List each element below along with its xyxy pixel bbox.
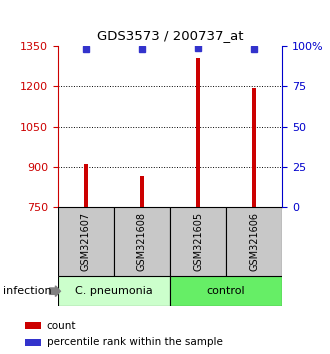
Bar	[25, 339, 41, 346]
Text: count: count	[47, 321, 76, 331]
Bar	[83, 164, 88, 207]
Text: GSM321606: GSM321606	[249, 212, 259, 271]
Bar	[58, 207, 114, 276]
Bar	[170, 207, 226, 276]
Text: infection: infection	[3, 286, 52, 296]
Bar	[58, 276, 170, 306]
Bar	[252, 88, 256, 207]
Text: C. pneumonia: C. pneumonia	[75, 286, 153, 296]
Title: GDS3573 / 200737_at: GDS3573 / 200737_at	[97, 29, 243, 42]
Bar	[170, 276, 282, 306]
Text: GSM321607: GSM321607	[81, 212, 91, 271]
Bar	[114, 207, 170, 276]
Text: control: control	[207, 286, 246, 296]
Text: percentile rank within the sample: percentile rank within the sample	[47, 337, 222, 347]
Text: GSM321605: GSM321605	[193, 212, 203, 271]
Bar	[196, 58, 200, 207]
Bar	[25, 322, 41, 329]
Text: GSM321608: GSM321608	[137, 212, 147, 271]
Bar	[226, 207, 282, 276]
Bar	[140, 176, 144, 207]
